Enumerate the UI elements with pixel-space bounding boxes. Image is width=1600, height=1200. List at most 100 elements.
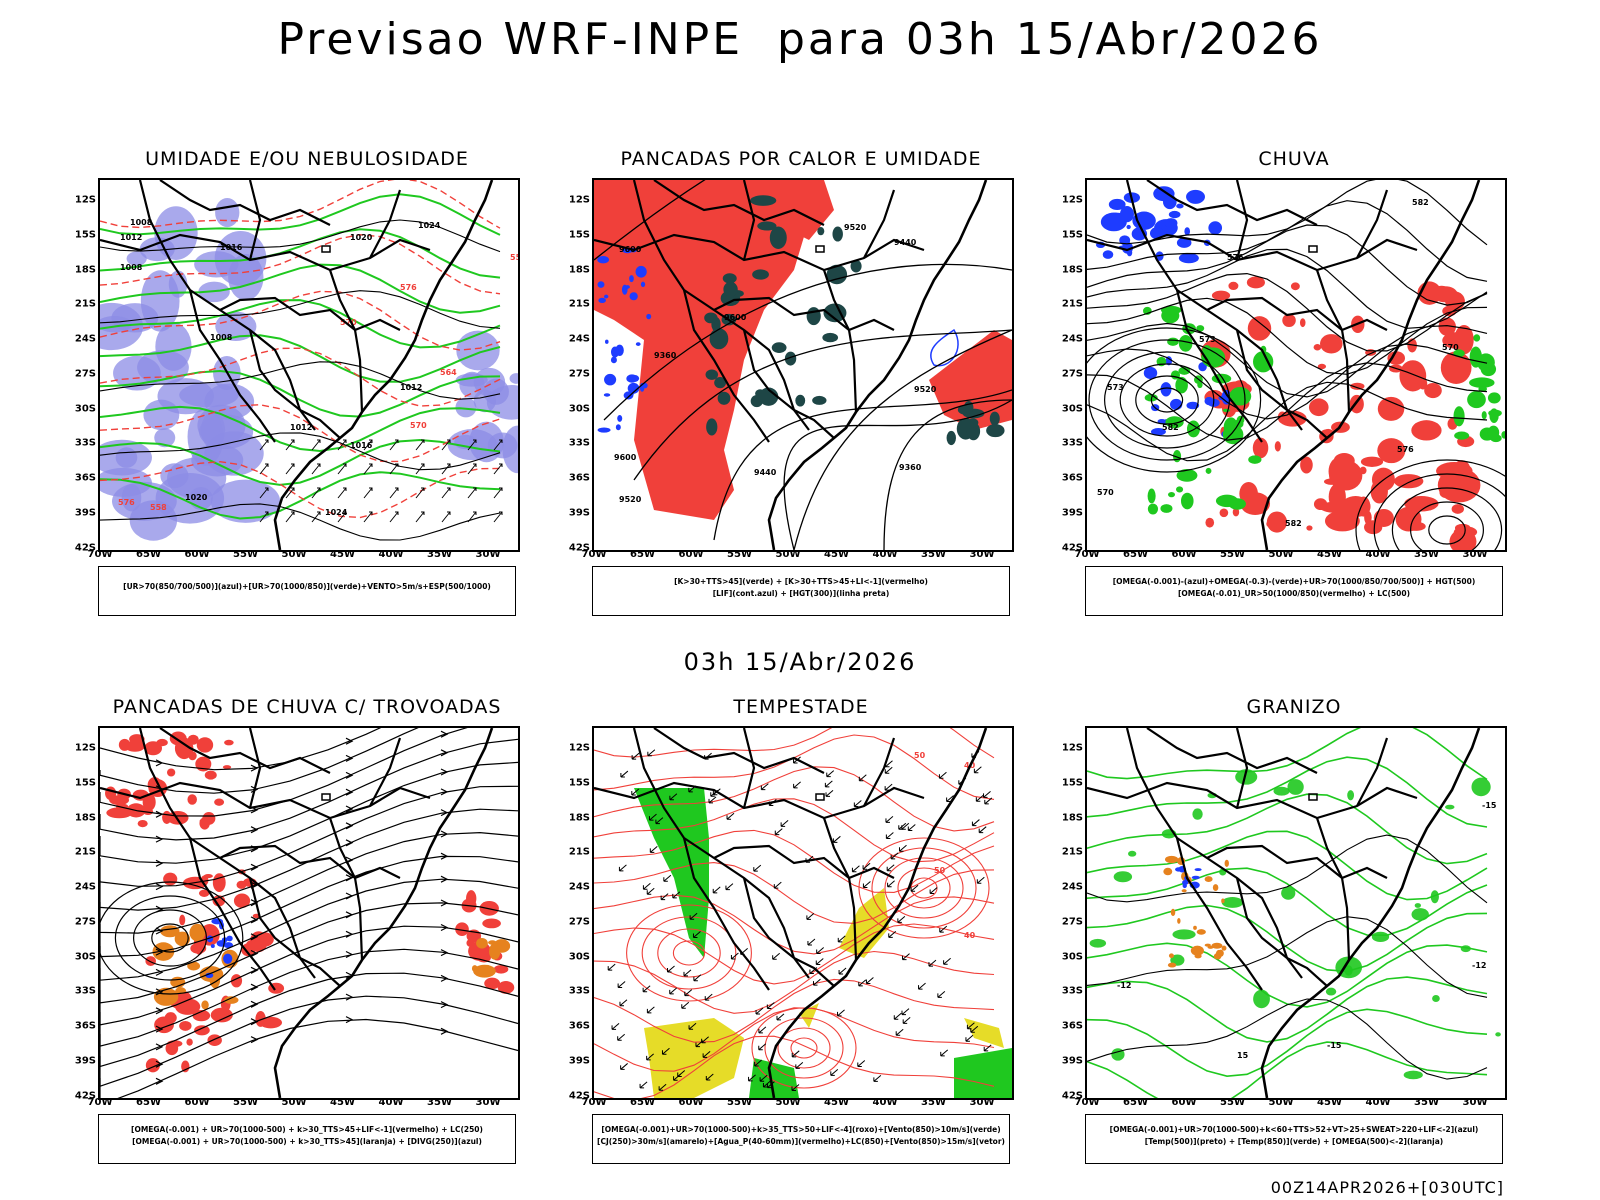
panel-title: PANCADAS DE CHUVA C/ TROVOADAS — [112, 696, 502, 718]
lat-tick-label: 12S — [568, 194, 590, 206]
lat-tick-label: 36S — [568, 1020, 590, 1032]
lat-tick-label: 42S — [74, 542, 96, 554]
lat-tick-label: 27S — [74, 368, 96, 380]
svg-text:573: 573 — [1199, 335, 1216, 344]
lat-tick-label: 42S — [1061, 542, 1083, 554]
legend-text: [OMEGA(-0.01)_UR>50(1000/850)(vermelho) … — [1177, 589, 1411, 598]
latitude-axis: 12S 15S 18S 21S 24S 27S 30S 33S 36S 39S 42S — [68, 178, 96, 554]
svg-text:576: 576 — [118, 498, 135, 507]
svg-text:15: 15 — [1237, 1051, 1249, 1060]
lon-tick-label: 40W — [872, 1097, 898, 1108]
svg-text:564: 564 — [440, 368, 457, 377]
panel-title: TEMPESTADE — [733, 696, 869, 718]
lon-tick-label: 65W — [630, 549, 655, 560]
lon-tick-label: 65W — [136, 549, 161, 560]
svg-text:1024: 1024 — [325, 508, 348, 517]
svg-text:576: 576 — [1227, 253, 1244, 262]
latitude-axis: 12S 15S 18S 21S 24S 27S 30S 33S 36S 39S 42S — [1055, 726, 1083, 1102]
lat-tick-label: 39S — [1061, 507, 1083, 519]
lat-tick-label: 39S — [74, 507, 96, 519]
map-frame: 9600 9520 9440 9360 9600 9520 9440 9360 9600 9520 — [592, 178, 1014, 552]
lon-tick-label: 55W — [727, 549, 752, 560]
lon-tick-label: 30W — [1462, 549, 1488, 560]
lat-tick-label: 15S — [1061, 777, 1083, 789]
svg-text:582: 582 — [1162, 423, 1179, 432]
lat-tick-label: 30S — [74, 951, 96, 963]
svg-text:1012: 1012 — [400, 383, 422, 392]
latitude-axis: 12S 15S 18S 21S 24S 27S 30S 33S 36S 39S 42S — [1055, 178, 1083, 554]
legend-box: [UR>70(850/700/500)](azul)+[UR>70(1000/8… — [98, 566, 516, 616]
lon-tick-label: 30W — [475, 1097, 501, 1108]
lat-tick-label: 12S — [74, 742, 96, 754]
lat-tick-label: 30S — [1061, 951, 1083, 963]
panel-title: GRANIZO — [1246, 696, 1342, 718]
lat-tick-label: 21S — [74, 846, 96, 858]
longitude-axis: 70W 65W 60W 55W 50W 45W 40W 35W 30W — [582, 1097, 1010, 1109]
svg-text:50: 50 — [914, 751, 926, 760]
lon-tick-label: 50W — [775, 549, 801, 560]
lon-tick-label: 65W — [1123, 1097, 1148, 1108]
lat-tick-label: 18S — [1061, 812, 1083, 824]
lat-tick-label: 27S — [568, 916, 590, 928]
lon-tick-label: 40W — [378, 1097, 404, 1108]
lon-tick-label: 60W — [1171, 1097, 1197, 1108]
legend-text: [OMEGA(-0.001)+UR>70(1000-500)+k<60+TTS>… — [1109, 1125, 1479, 1134]
lon-tick-label: 55W — [727, 1097, 752, 1108]
legend-box: [K>30+TTS>45](verde) + [K>30+TTS>45+LI<-… — [592, 566, 1010, 616]
map-frame: 582 576 573 570 582 576 573 570 582 — [1085, 178, 1507, 552]
lat-tick-label: 36S — [568, 472, 590, 484]
longitude-axis: 70W 65W 60W 55W 50W 45W 40W 35W 30W — [88, 1097, 516, 1109]
lat-tick-label: 36S — [74, 1020, 96, 1032]
map-frame: 40 50 40 50 — [592, 726, 1014, 1100]
lat-tick-label: 24S — [568, 333, 590, 345]
lon-tick-label: 35W — [427, 1097, 452, 1108]
lon-tick-label: 45W — [330, 549, 355, 560]
lat-tick-label: 33S — [74, 437, 96, 449]
svg-text:1020: 1020 — [185, 493, 208, 502]
lat-tick-label: 21S — [1061, 298, 1083, 310]
legend-box: [OMEGA(-0.001) + UR>70(1000-500) + k>30_… — [98, 1114, 516, 1164]
longitude-axis: 70W 65W 60W 55W 50W 45W 40W 35W 30W — [582, 549, 1010, 561]
lat-tick-label: 21S — [568, 846, 590, 858]
legend-box: [OMEGA(-0.001)+UR>70(1000-500)+k>35_TTS>… — [592, 1114, 1010, 1164]
lat-tick-label: 33S — [74, 985, 96, 997]
svg-text:1016: 1016 — [220, 243, 243, 252]
lat-tick-label: 33S — [568, 985, 590, 997]
lon-tick-label: 65W — [630, 1097, 655, 1108]
lat-tick-label: 24S — [568, 881, 590, 893]
lon-tick-label: 40W — [1365, 1097, 1391, 1108]
lon-tick-label: 55W — [1220, 1097, 1245, 1108]
map-plot: -12 -15 15 -12 -15 — [1087, 728, 1501, 1098]
lon-tick-label: 45W — [330, 1097, 355, 1108]
latitude-axis: 12S 15S 18S 21S 24S 27S 30S 33S 36S 39S 42S — [562, 178, 590, 554]
svg-text:582: 582 — [1412, 198, 1429, 207]
lon-tick-label: 50W — [281, 1097, 307, 1108]
map-frame — [98, 726, 520, 1100]
lat-tick-label: 42S — [568, 542, 590, 554]
lon-tick-label: 65W — [136, 1097, 161, 1108]
lat-tick-label: 33S — [1061, 985, 1083, 997]
lat-tick-label: 30S — [568, 951, 590, 963]
panel-title: UMIDADE E/OU NEBULOSIDADE — [145, 148, 469, 170]
svg-text:1012: 1012 — [120, 233, 142, 242]
svg-text:570: 570 — [340, 318, 357, 327]
panel-title: PANCADAS POR CALOR E UMIDADE — [620, 148, 982, 170]
lat-tick-label: 18S — [568, 812, 590, 824]
svg-text:40: 40 — [964, 931, 976, 940]
svg-text:558: 558 — [150, 503, 167, 512]
lat-tick-label: 39S — [568, 1055, 590, 1067]
lat-tick-label: 24S — [74, 881, 96, 893]
lat-tick-label: 36S — [1061, 1020, 1083, 1032]
lon-tick-label: 70W — [1074, 1097, 1100, 1108]
lon-tick-label: 60W — [678, 549, 704, 560]
lat-tick-label: 42S — [568, 1090, 590, 1102]
svg-text:50: 50 — [934, 866, 946, 875]
lat-tick-label: 42S — [74, 1090, 96, 1102]
lon-tick-label: 70W — [87, 549, 113, 560]
lat-tick-label: 36S — [74, 472, 96, 484]
lat-tick-label: 18S — [1061, 264, 1083, 276]
svg-text:-12: -12 — [1117, 981, 1131, 990]
lat-tick-label: 27S — [1061, 916, 1083, 928]
legend-text: [Temp(500)](preto) + [Temp(850)](verde) … — [1144, 1137, 1444, 1146]
